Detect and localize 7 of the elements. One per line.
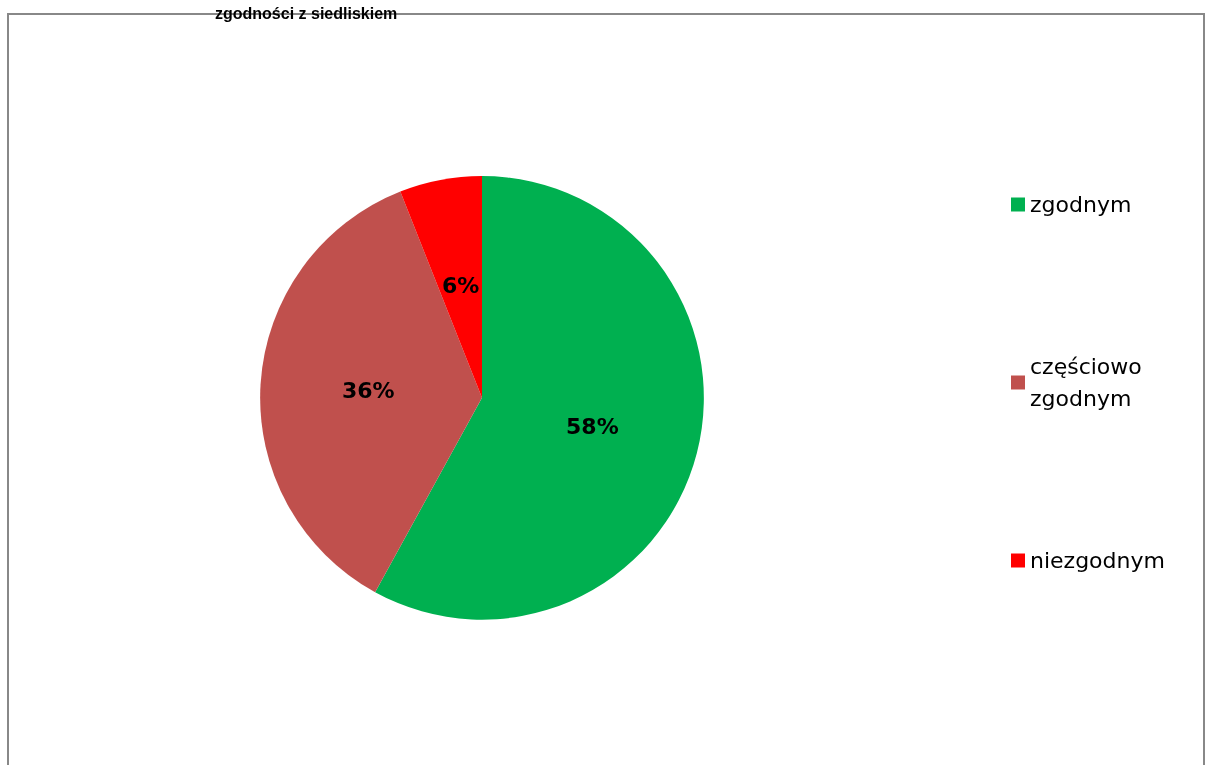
chart-title: zgodności z siedliskiem [215,4,398,22]
legend-label: niezgodnym [1030,548,1165,573]
legend-label: częściowo zgodnym [1030,354,1149,411]
legend-label: zgodnym [1030,192,1132,217]
data-label: 58% [566,413,619,439]
data-label: 36% [341,378,395,404]
data-label: 6% [441,273,480,299]
